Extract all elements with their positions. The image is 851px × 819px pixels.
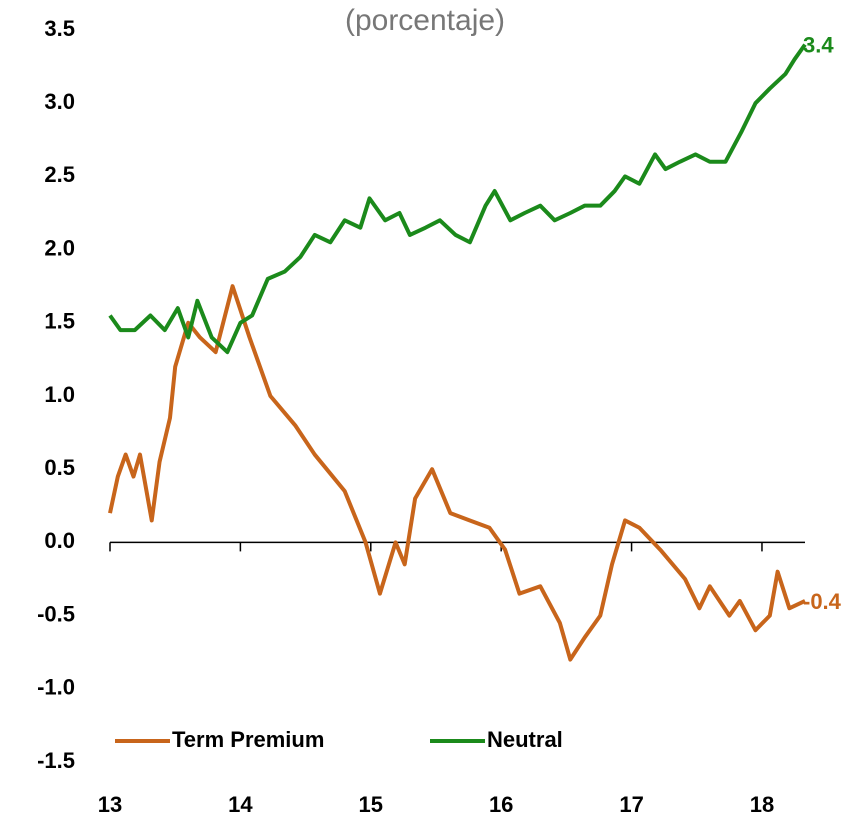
- y-tick-label: 2.5: [44, 162, 75, 187]
- legend-label: Neutral: [487, 727, 563, 752]
- x-tick-label: 17: [619, 792, 643, 817]
- chart-title: (porcentaje): [345, 4, 505, 37]
- y-tick-label: 2.0: [44, 235, 75, 260]
- y-tick-label: 0.5: [44, 455, 75, 480]
- y-tick-label: -1.5: [37, 748, 75, 773]
- line-series: [108, 284, 806, 662]
- legend-label: Term Premium: [172, 727, 324, 752]
- y-tick-label: 3.5: [44, 16, 75, 41]
- x-tick-label: 14: [228, 792, 253, 817]
- x-tick-label: 18: [750, 792, 774, 817]
- y-tick-label: 1.0: [44, 382, 75, 407]
- line-series: [108, 43, 807, 355]
- y-tick-label: 3.0: [44, 89, 75, 114]
- y-tick-label: -1.0: [37, 675, 75, 700]
- x-tick-label: 13: [98, 792, 122, 817]
- y-tick-label: -0.5: [37, 601, 75, 626]
- y-tick-label: 0.0: [44, 528, 75, 553]
- end-label: 3.4: [803, 32, 834, 57]
- end-label: -0.4: [803, 589, 842, 614]
- y-tick-label: 1.5: [44, 309, 75, 334]
- x-tick-label: 15: [359, 792, 383, 817]
- x-tick-label: 16: [489, 792, 513, 817]
